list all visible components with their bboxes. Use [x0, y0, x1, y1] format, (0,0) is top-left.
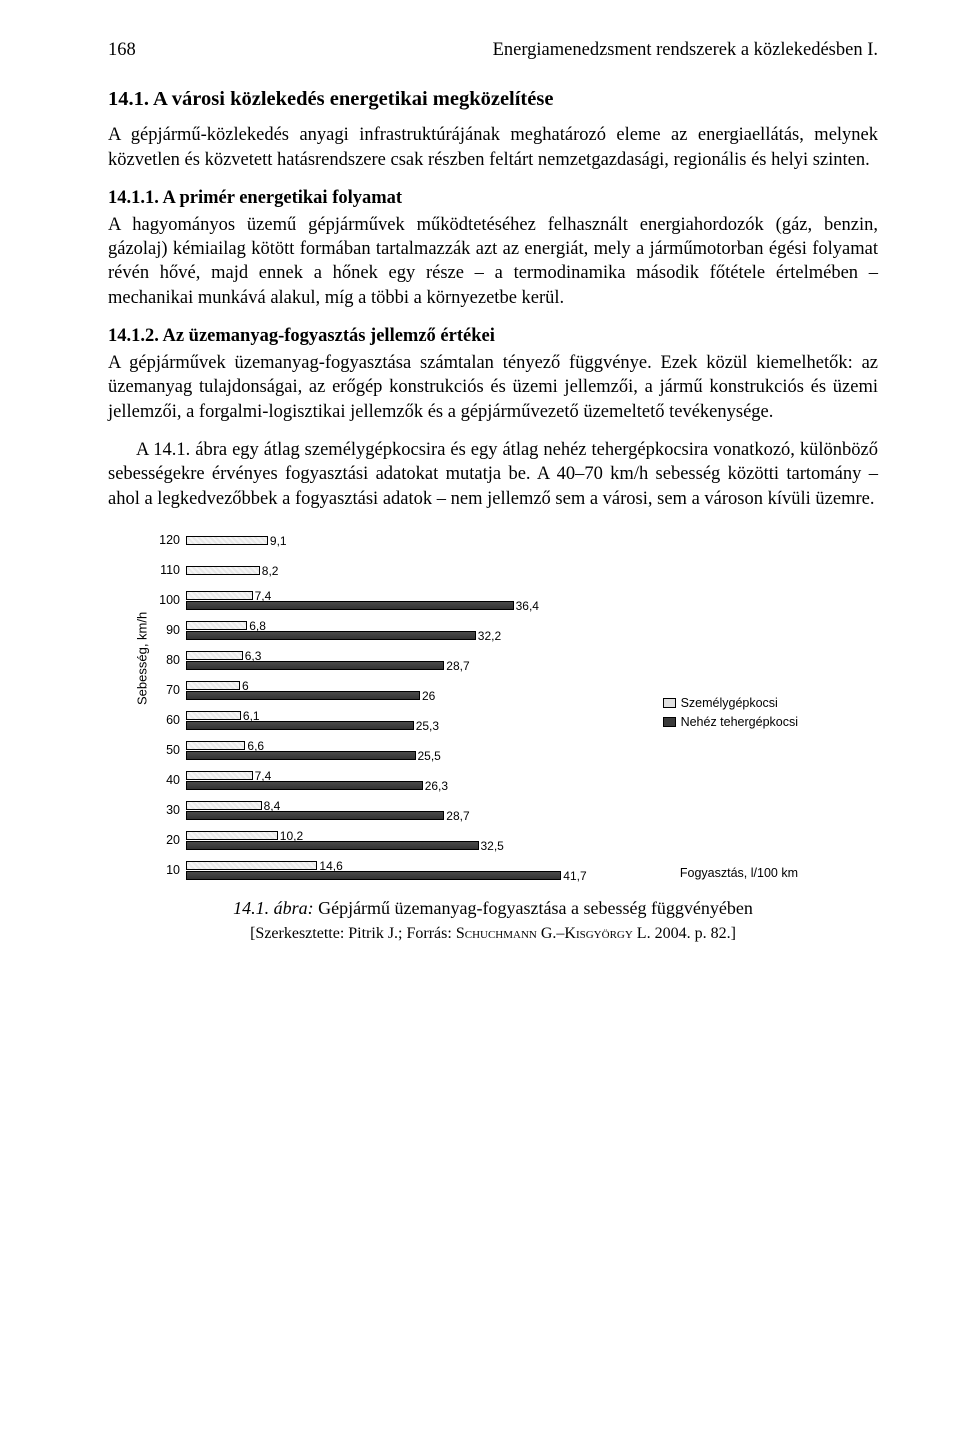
- chart-row: 806,328,7: [148, 645, 828, 675]
- bar-light: 14,6: [186, 861, 317, 870]
- bar-dark: 32,5: [186, 841, 479, 850]
- bar-value-label: 41,7: [560, 869, 586, 885]
- bar-dark: 26,3: [186, 781, 423, 790]
- bars-cell: 6,125,3: [186, 705, 828, 735]
- chart-row: 606,125,3: [148, 705, 828, 735]
- bar-light: 6,8: [186, 621, 247, 630]
- bars-cell: 7,436,4: [186, 585, 828, 615]
- y-tick-label: 50: [148, 742, 186, 759]
- y-axis-label: Sebesség, km/h: [133, 612, 150, 705]
- section-14-1-heading: 14.1. A városi közlekedés energetikai me…: [108, 86, 878, 113]
- bar-light: 8,4: [186, 801, 262, 810]
- chart-row: 2010,232,5: [148, 825, 828, 855]
- bars-cell: 8,2: [186, 555, 828, 585]
- y-tick-label: 70: [148, 682, 186, 699]
- y-tick-label: 100: [148, 592, 186, 609]
- running-title: Energiamenedzsment rendszerek a közleked…: [493, 38, 878, 62]
- chart-row: 407,426,3: [148, 765, 828, 795]
- section-14-1-1-para: A hagyományos üzemű gépjárművek működtet…: [108, 213, 878, 311]
- chart-row: 1108,2: [148, 555, 828, 585]
- bar-light: 9,1: [186, 536, 268, 545]
- bar-dark: 28,7: [186, 661, 444, 670]
- chart-row: 1007,436,4: [148, 585, 828, 615]
- bar-dark: 26: [186, 691, 420, 700]
- section-14-1-2-para2: A 14.1. ábra egy átlag személygépkocsira…: [108, 438, 878, 511]
- bars-cell: 6,832,2: [186, 615, 828, 645]
- section-14-1-2-heading: 14.1.2. Az üzemanyag-fogyasztás jellemző…: [108, 324, 878, 348]
- fuel-consumption-chart: Sebesség, km/h Személygépkocsi Nehéz teh…: [108, 525, 878, 885]
- chart-row: 70626: [148, 675, 828, 705]
- bar-value-label: 25,3: [413, 719, 439, 735]
- running-header: 168 Energiamenedzsment rendszerek a közl…: [108, 38, 878, 62]
- bar-light: 6,6: [186, 741, 245, 750]
- bars-cell: 6,328,7: [186, 645, 828, 675]
- y-tick-label: 20: [148, 832, 186, 849]
- chart-row: 506,625,5: [148, 735, 828, 765]
- y-tick-label: 110: [148, 562, 186, 579]
- bar-value-label: 9,1: [267, 534, 287, 550]
- y-tick-label: 80: [148, 652, 186, 669]
- bars-cell: 6,625,5: [186, 735, 828, 765]
- bar-light: 7,4: [186, 771, 253, 780]
- bar-light: 8,2: [186, 566, 260, 575]
- bar-value-label: 26: [419, 689, 435, 705]
- bar-value-label: 32,2: [475, 629, 501, 645]
- y-tick-label: 10: [148, 862, 186, 879]
- bar-light: 6,1: [186, 711, 241, 720]
- section-14-1-1-heading: 14.1.1. A primér energetikai folyamat: [108, 186, 878, 210]
- bar-light: 7,4: [186, 591, 253, 600]
- bar-light: 6: [186, 681, 240, 690]
- chart-row: 1014,641,7: [148, 855, 828, 885]
- bars-cell: 14,641,7: [186, 855, 828, 885]
- chart-row: 906,832,2: [148, 615, 828, 645]
- y-tick-label: 40: [148, 772, 186, 789]
- bar-value-label: 8,2: [259, 564, 279, 580]
- bar-value-label: 26,3: [422, 779, 448, 795]
- bar-light: 10,2: [186, 831, 278, 840]
- bar-dark: 32,2: [186, 631, 476, 640]
- bars-cell: 9,1: [186, 525, 828, 555]
- bar-dark: 25,5: [186, 751, 416, 760]
- bar-light: 6,3: [186, 651, 243, 660]
- chart-row: 308,428,7: [148, 795, 828, 825]
- bar-value-label: 32,5: [478, 839, 504, 855]
- y-tick-label: 30: [148, 802, 186, 819]
- y-tick-label: 90: [148, 622, 186, 639]
- section-14-1-para: A gépjármű-közlekedés anyagi infrastrukt…: [108, 123, 878, 172]
- bar-value-label: 28,7: [443, 659, 469, 675]
- bar-dark: 28,7: [186, 811, 444, 820]
- chart-row: 1209,1: [148, 525, 828, 555]
- bar-dark: 36,4: [186, 601, 514, 610]
- bars-cell: 626: [186, 675, 828, 705]
- y-tick-label: 120: [148, 532, 186, 549]
- bar-value-label: 28,7: [443, 809, 469, 825]
- bar-dark: 25,3: [186, 721, 414, 730]
- bars-cell: 8,428,7: [186, 795, 828, 825]
- bars-cell: 7,426,3: [186, 765, 828, 795]
- page-number: 168: [108, 38, 136, 62]
- y-tick-label: 60: [148, 712, 186, 729]
- bar-dark: 41,7: [186, 871, 561, 880]
- bars-cell: 10,232,5: [186, 825, 828, 855]
- section-14-1-2-para1: A gépjárművek üzemanyag-fogyasztása szám…: [108, 351, 878, 424]
- bar-value-label: 36,4: [513, 599, 539, 615]
- figure-source: [Szerkesztette: Pitrik J.; Forrás: Schuc…: [108, 923, 878, 944]
- bar-value-label: 25,5: [415, 749, 441, 765]
- figure-caption: 14.1. ábra: Gépjármű üzemanyag-fogyasztá…: [108, 897, 878, 921]
